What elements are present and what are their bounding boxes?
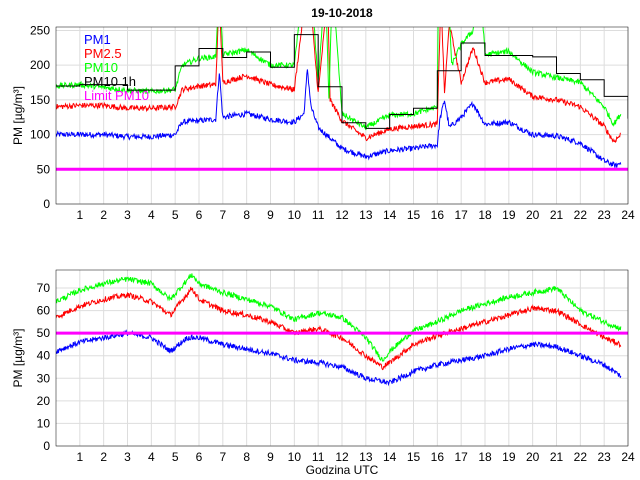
legend-entry: PM2.5 <box>84 46 122 61</box>
x-tick-label: 6 <box>196 208 203 222</box>
x-tick-label: 18 <box>478 450 492 464</box>
x-tick-label: 13 <box>359 208 373 222</box>
y-tick-label: 70 <box>37 281 51 295</box>
x-tick-label: 3 <box>124 450 131 464</box>
x-tick-label: 24 <box>621 450 635 464</box>
series-pm10 <box>56 273 622 362</box>
x-tick-label: 5 <box>172 450 179 464</box>
x-tick-label: 9 <box>267 450 274 464</box>
x-tick-label: 21 <box>550 450 564 464</box>
series-pm1 <box>56 329 622 387</box>
y-tick-label: 100 <box>30 128 50 142</box>
x-tick-label: 23 <box>597 208 611 222</box>
x-tick-label: 8 <box>243 450 250 464</box>
y-tick-label: 30 <box>37 371 51 385</box>
series-pm1 <box>56 69 622 168</box>
x-tick-label: 22 <box>574 450 588 464</box>
y-tick-label: 50 <box>37 326 51 340</box>
series-pm2-5 <box>56 286 622 371</box>
x-tick-label: 12 <box>335 450 349 464</box>
y-tick-label: 50 <box>37 162 51 176</box>
x-tick-label: 19 <box>502 208 516 222</box>
x-tick-label: 20 <box>526 450 540 464</box>
x-tick-label: 15 <box>407 208 421 222</box>
x-tick-label: 20 <box>526 208 540 222</box>
x-tick-label: 13 <box>359 450 373 464</box>
y-tick-label: 10 <box>37 416 51 430</box>
axes-frame <box>55 269 629 447</box>
series-pm2-5 <box>56 27 621 143</box>
y-tick-label: 20 <box>37 394 51 408</box>
x-tick-label: 6 <box>196 450 203 464</box>
y-tick-label: 250 <box>30 23 50 37</box>
x-tick-label: 14 <box>383 208 397 222</box>
x-axis-label: Godzina UTC <box>306 463 379 477</box>
bottom-chart: 1 2 3 4 5 6 7 8 9 10 11 12 13 14 15 16 17 18 19 20 21 22 23 240… <box>11 269 635 464</box>
y-tick-label: 150 <box>30 93 50 107</box>
x-tick-label: 17 <box>454 450 468 464</box>
y-tick-label: 0 <box>43 439 50 453</box>
y-axis-label: PM [µg/m³] <box>11 329 25 388</box>
y-tick-label: 0 <box>43 197 50 211</box>
x-tick-label: 8 <box>243 208 250 222</box>
x-tick-label: 2 <box>100 208 107 222</box>
x-tick-label: 4 <box>148 208 155 222</box>
x-tick-label: 7 <box>219 450 226 464</box>
x-tick-label: 3 <box>124 208 131 222</box>
x-tick-label: 5 <box>172 208 179 222</box>
x-tick-label: 7 <box>219 208 226 222</box>
y-axis-label: PM [µg/m³] <box>11 86 25 145</box>
legend-entry: PM10 <box>84 60 118 75</box>
legend-entry: PM10 1h <box>84 74 136 89</box>
y-tick-label: 200 <box>30 58 50 72</box>
x-tick-label: 19 <box>502 450 516 464</box>
x-tick-label: 4 <box>148 450 155 464</box>
axes-frame <box>55 26 629 205</box>
x-tick-label: 2 <box>100 450 107 464</box>
x-tick-label: 17 <box>454 208 468 222</box>
legend-entry: Limit PM10 <box>84 88 149 103</box>
series-group <box>56 27 628 171</box>
x-tick-label: 18 <box>478 208 492 222</box>
x-tick-label: 15 <box>407 450 421 464</box>
x-tick-label: 24 <box>621 208 635 222</box>
x-tick-label: 10 <box>288 208 302 222</box>
x-tick-label: 12 <box>335 208 349 222</box>
chart-title: 19-10-2018 <box>311 6 373 20</box>
x-tick-label: 22 <box>574 208 588 222</box>
x-tick-label: 11 <box>312 208 325 222</box>
x-tick-label: 10 <box>288 450 302 464</box>
legend-entry: PM1 <box>84 32 111 47</box>
x-tick-label: 1 <box>76 450 83 464</box>
x-tick-label: 16 <box>431 208 445 222</box>
x-tick-label: 14 <box>383 450 397 464</box>
series-group <box>56 273 628 387</box>
x-tick-label: 16 <box>431 450 445 464</box>
x-tick-label: 1 <box>76 208 83 222</box>
x-tick-label: 9 <box>267 208 274 222</box>
x-tick-label: 21 <box>550 208 564 222</box>
x-tick-label: 23 <box>597 450 611 464</box>
top-chart: 1 2 3 4 5 6 7 8 9 10 11 12 13 14 15 16 17 18 19 20 21 22 23 240… <box>11 23 635 222</box>
x-tick-label: 11 <box>312 450 325 464</box>
y-tick-label: 60 <box>37 304 51 318</box>
series-pm10-1h <box>56 34 628 129</box>
y-tick-label: 40 <box>37 349 51 363</box>
